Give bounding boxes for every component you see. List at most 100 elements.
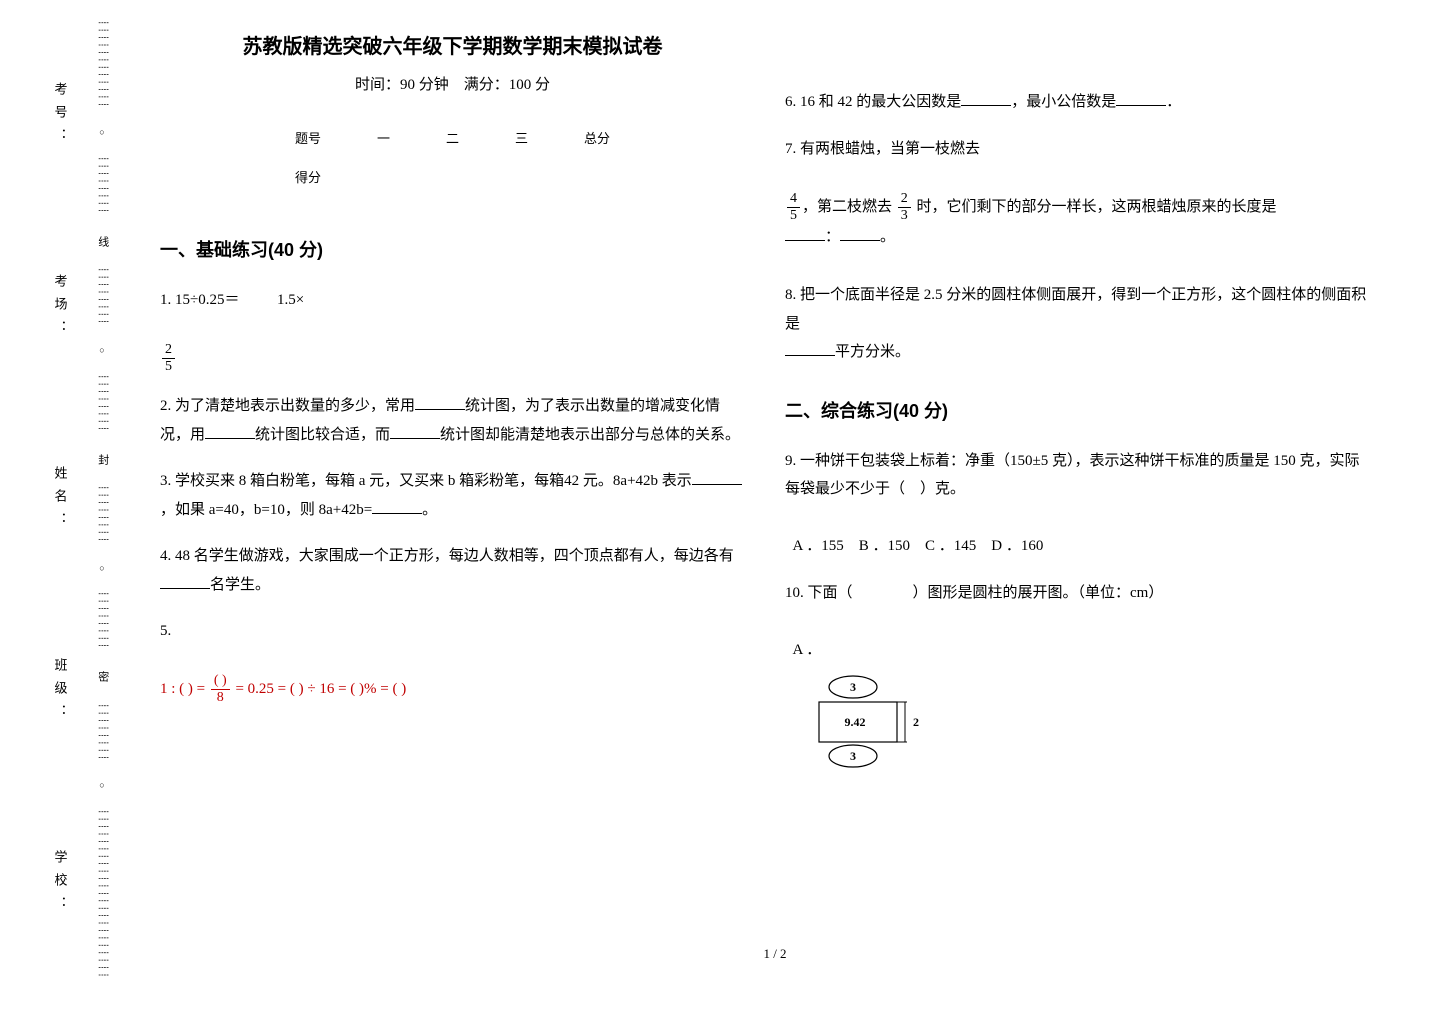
blank	[205, 424, 255, 439]
fold-circle-icon: ○	[97, 343, 107, 357]
q4-t2: 名学生。	[210, 577, 270, 593]
td-score-1	[349, 157, 418, 196]
q1-expr2: 1.5×	[277, 292, 304, 308]
q9-t1: 一种饼干包装袋上标着：净重（150±5 克），表示这种饼干标准的质量是 150 …	[785, 453, 1360, 498]
blank	[785, 226, 825, 241]
q5-num: 5.	[160, 623, 171, 639]
question-6: 6. 16 和 42 的最大公因数是，最小公倍数是．	[785, 88, 1370, 117]
q7-t5: 。	[880, 229, 895, 245]
dots: ┊┊┊┊┊┊┊┊	[96, 485, 109, 544]
th-3: 三	[487, 118, 556, 157]
binding-edge: 考号： 考场： 姓名： 班级： 学校：	[40, 20, 80, 980]
dots: ┊┊┊┊┊┊┊┊	[96, 156, 109, 215]
question-5: 5. 1 : ( ) = ( )8 = 0.25 = ( ) ÷ 16 = ( …	[160, 617, 745, 705]
binding-label-exam-no: 考号：	[51, 82, 70, 151]
q1-num: 1.	[160, 292, 171, 308]
blank	[840, 226, 880, 241]
th-2: 二	[418, 118, 487, 157]
blank	[160, 574, 210, 589]
th-total: 总分	[556, 118, 638, 157]
dots: ┊┊┊┊┊┊┊┊	[96, 267, 109, 326]
question-7: 7. 有两根蜡烛，当第一枝燃去 4 5 ，第二枝燃去 2 3 时，它们剩下的部分…	[785, 135, 1370, 252]
question-2: 2. 为了清楚地表示出数量的多少，常用统计图，为了表示出数量的增减变化情况，用统…	[160, 392, 745, 449]
blank	[372, 499, 422, 514]
blank	[1116, 91, 1166, 106]
fold-char-mi: 密	[94, 667, 109, 686]
dots: ┊┊┊┊┊┊┊┊	[96, 374, 109, 433]
table-row: 题号 一 二 三 总分	[267, 118, 638, 157]
fold-char-feng: 封	[94, 450, 109, 469]
q7-t2: ，第二枝燃去	[802, 198, 896, 214]
td-score-label: 得分	[267, 157, 349, 196]
binding-label-room: 考场：	[51, 274, 70, 343]
q2-t3: 统计图比较合适，而	[255, 427, 390, 443]
td-score-2	[418, 157, 487, 196]
td-score-3	[487, 157, 556, 196]
q5-eq1: 1 : ( ) =	[160, 681, 209, 697]
q8-num: 8.	[785, 287, 796, 303]
q7-t3: 时，它们剩下的部分一样长，这两根蜡烛原来的长度是	[913, 198, 1277, 214]
blank	[692, 470, 742, 485]
fig-w: 9.42	[845, 715, 866, 729]
q7-t4: ：	[825, 229, 840, 245]
q5-equation: 1 : ( ) = ( )8 = 0.25 = ( ) ÷ 16 = ( )% …	[160, 681, 406, 697]
q8-t1: 把一个底面半径是 2.5 分米的圆柱体侧面展开，得到一个正方形，这个圆柱体的侧面…	[785, 287, 1366, 332]
q5-frac-den: 8	[211, 690, 230, 705]
q9-options: A ．155 B ．150 C ．145 D ．160	[793, 538, 1044, 554]
exam-title: 苏教版精选突破六年级下学期数学期末模拟试卷	[160, 30, 745, 59]
fold-line: ┊┊┊┊┊┊┊┊┊┊┊┊ ○ ┊┊┊┊┊┊┊┊ 线 ┊┊┊┊┊┊┊┊ ○ ┊┊┊…	[90, 20, 114, 980]
fold-circle-icon: ○	[97, 779, 107, 793]
exam-subtitle: 时间：90 分钟 满分：100 分	[160, 73, 745, 94]
q4-num: 4.	[160, 548, 171, 564]
blank	[390, 424, 440, 439]
q5-eq2: = 0.25 = ( ) ÷ 16 = ( )% = ( )	[232, 681, 407, 697]
blank	[961, 91, 1011, 106]
q7-t1: 有两根蜡烛，当第一枝燃去	[800, 141, 980, 157]
cylinder-net-icon: 3 9.42 2 3	[805, 672, 935, 782]
score-table: 题号 一 二 三 总分 得分	[267, 118, 638, 196]
q1-frac-den: 5	[162, 359, 175, 374]
left-column: 苏教版精选突破六年级下学期数学期末模拟试卷 时间：90 分钟 满分：100 分 …	[150, 30, 775, 970]
q5-fraction: ( )8	[209, 674, 232, 705]
q2-num: 2.	[160, 398, 171, 414]
q10-t1: 下面（ ）图形是圆柱的展开图。（单位：cm）	[808, 585, 1164, 601]
q8-t2: 平方分米。	[835, 344, 910, 360]
q1-frac-num: 2	[162, 343, 175, 359]
q10-num: 10.	[785, 585, 804, 601]
question-9: 9. 一种饼干包装袋上标着：净重（150±5 克），表示这种饼干标准的质量是 1…	[785, 447, 1370, 561]
q1-fraction: 2 5	[160, 343, 177, 374]
section-1-heading: 一、基础练习(40 分)	[160, 236, 745, 262]
q6-t3: ．	[1166, 94, 1181, 110]
fig-r-top: 3	[850, 680, 856, 694]
q2-t4: 统计图却能清楚地表示出部分与总体的关系。	[440, 427, 740, 443]
q5-frac-num: ( )	[211, 674, 230, 690]
th-num: 题号	[267, 118, 349, 157]
right-column: 6. 16 和 42 的最大公因数是，最小公倍数是． 7. 有两根蜡烛，当第一枝…	[775, 30, 1400, 970]
q7-f2-den: 3	[898, 208, 911, 223]
page-body: 苏教版精选突破六年级下学期数学期末模拟试卷 时间：90 分钟 满分：100 分 …	[150, 30, 1400, 970]
q6-t2: ，最小公倍数是	[1011, 94, 1116, 110]
dots: ┊┊┊┊┊┊┊┊	[96, 591, 109, 650]
question-1: 1. 15÷0.25＝ 1.5× 2 5	[160, 286, 745, 374]
fig-r-bot: 3	[850, 749, 856, 763]
question-3: 3. 学校买来 8 箱白粉笔，每箱 a 元，又买来 b 箱彩粉笔，每箱42 元。…	[160, 467, 745, 524]
binding-label-name: 姓名：	[51, 466, 70, 535]
q10-optA: A ．	[793, 642, 822, 658]
dots: ┊┊┊┊┊┊┊┊┊┊┊┊	[96, 20, 109, 109]
q10-figure: 3 9.42 2 3	[805, 672, 1370, 793]
section-2-heading: 二、综合练习(40 分)	[785, 397, 1370, 423]
question-10: 10. 下面（ ）图形是圆柱的展开图。（单位：cm） A ． 3 9.42 2 …	[785, 579, 1370, 793]
q7-f2-num: 2	[898, 192, 911, 208]
q3-t2: ，如果 a=40，b=10，则 8a+42b=	[160, 502, 372, 518]
table-row: 得分	[267, 157, 638, 196]
binding-label-class: 班级：	[51, 658, 70, 727]
q3-num: 3.	[160, 473, 171, 489]
dots: ┊┊┊┊┊┊┊┊	[96, 703, 109, 762]
q7-f1-den: 5	[787, 208, 800, 223]
question-4: 4. 48 名学生做游戏，大家围成一个正方形，每边人数相等，四个顶点都有人，每边…	[160, 542, 745, 599]
fold-circle-icon: ○	[97, 126, 107, 140]
q3-t3: 。	[422, 502, 437, 518]
blank	[785, 341, 835, 356]
dots: ┊┊┊┊┊┊┊┊┊┊┊┊┊┊┊┊┊┊┊┊┊┊┊	[96, 809, 109, 980]
td-score-total	[556, 157, 638, 196]
